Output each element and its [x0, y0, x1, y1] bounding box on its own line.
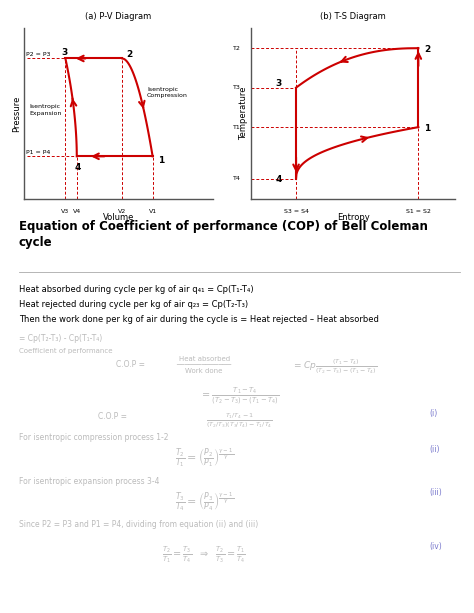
Text: C.O.P =: C.O.P = — [116, 360, 147, 369]
Text: = Cp(T₂-T₃) - Cp(T₁-T₄): = Cp(T₂-T₃) - Cp(T₁-T₄) — [19, 334, 102, 343]
Title: (b) T-S Diagram: (b) T-S Diagram — [320, 12, 386, 21]
Text: 3: 3 — [276, 79, 282, 88]
Text: (i): (i) — [429, 409, 437, 419]
Text: S3 = S4: S3 = S4 — [283, 209, 309, 214]
Text: $= \frac{T_1-T_4}{(T_2-T_3)-(T_1-T_4)}$: $= \frac{T_1-T_4}{(T_2-T_3)-(T_1-T_4)}$ — [200, 386, 279, 407]
Text: V1: V1 — [148, 209, 157, 214]
Text: Isentropic
Expansion: Isentropic Expansion — [29, 104, 62, 116]
Text: T4: T4 — [233, 176, 241, 181]
Text: 4: 4 — [75, 163, 81, 172]
Text: For isentropic expansion process 3-4: For isentropic expansion process 3-4 — [19, 476, 159, 485]
Y-axis label: Temperature: Temperature — [239, 86, 248, 140]
Text: 2: 2 — [126, 50, 132, 59]
Text: 1: 1 — [424, 124, 431, 132]
Text: V2: V2 — [118, 209, 127, 214]
X-axis label: Entropy: Entropy — [337, 213, 370, 222]
Text: V4: V4 — [73, 209, 81, 214]
Text: Heat absorbed: Heat absorbed — [179, 356, 230, 362]
Text: C.O.P =: C.O.P = — [98, 412, 130, 421]
Y-axis label: Pressure: Pressure — [12, 95, 21, 132]
Text: Since P2 = P3 and P1 = P4, dividing from equation (ii) and (iii): Since P2 = P3 and P1 = P4, dividing from… — [19, 520, 258, 529]
Text: T1: T1 — [233, 124, 241, 129]
Text: Isentropic
Compression: Isentropic Compression — [147, 87, 188, 99]
Text: Coefficient of performance: Coefficient of performance — [19, 348, 112, 354]
Text: $\frac{T_3}{T_4} = \left(\frac{P_3}{P_4}\right)^{\frac{\gamma-1}{\gamma}}$: $\frac{T_3}{T_4} = \left(\frac{P_3}{P_4}… — [174, 490, 234, 514]
Text: P1 = P4: P1 = P4 — [26, 150, 50, 154]
Text: 4: 4 — [276, 175, 282, 184]
Text: 2: 2 — [424, 45, 431, 53]
Text: Work done: Work done — [185, 368, 223, 374]
Text: (iii): (iii) — [429, 489, 442, 498]
Text: 3: 3 — [62, 48, 68, 57]
Text: (iv): (iv) — [429, 542, 442, 551]
Text: (ii): (ii) — [429, 445, 439, 454]
Text: P2 = P3: P2 = P3 — [26, 51, 50, 57]
Text: $\frac{T_2}{T_1} = \left(\frac{P_2}{P_1}\right)^{\frac{\gamma-1}{\gamma}}$: $\frac{T_2}{T_1} = \left(\frac{P_2}{P_1}… — [174, 447, 234, 470]
Text: $\frac{T_2}{T_1} = \frac{T_3}{T_4}$  $\Rightarrow$  $\frac{T_2}{T_3} = \frac{T_1: $\frac{T_2}{T_1} = \frac{T_3}{T_4}$ $\Ri… — [162, 544, 246, 565]
Text: T3: T3 — [233, 85, 241, 90]
Text: $\frac{T_1/T_4 - 1}{(T_2/T_3)(T_3/T_4) - T_1/T_4}$: $\frac{T_1/T_4 - 1}{(T_2/T_3)(T_3/T_4) -… — [206, 411, 273, 430]
X-axis label: Volume: Volume — [103, 213, 134, 222]
Text: Then the work done per kg of air during the cycle is = Heat rejected – Heat abso: Then the work done per kg of air during … — [19, 315, 379, 324]
Text: For isentropic compression process 1-2: For isentropic compression process 1-2 — [19, 433, 168, 442]
Text: T2: T2 — [233, 46, 241, 51]
Text: Equation of Coefficient of performance (COP) of Bell Coleman
cycle: Equation of Coefficient of performance (… — [19, 219, 428, 249]
Text: 1: 1 — [158, 156, 164, 165]
Text: Heat absorbed during cycle per kg of air q₄₁ = Cp(T₁-T₄): Heat absorbed during cycle per kg of air… — [19, 285, 254, 294]
Text: ─────────────: ───────────── — [176, 362, 232, 368]
Text: Heat rejected during cycle per kg of air q₂₃ = Cp(T₂-T₃): Heat rejected during cycle per kg of air… — [19, 300, 248, 309]
Text: $= Cp\frac{(T_1-T_4)}{(T_2-T_3)-(T_1-T_4)}$: $= Cp\frac{(T_1-T_4)}{(T_2-T_3)-(T_1-T_4… — [292, 357, 378, 376]
Text: S1 = S2: S1 = S2 — [406, 209, 431, 214]
Title: (a) P-V Diagram: (a) P-V Diagram — [85, 12, 152, 21]
Text: V3: V3 — [61, 209, 70, 214]
